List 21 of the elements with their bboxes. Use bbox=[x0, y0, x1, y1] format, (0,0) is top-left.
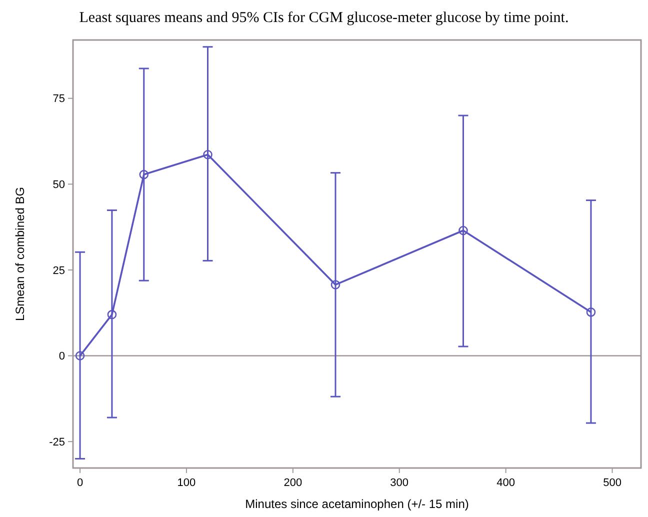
chart-title: Least squares means and 95% CIs for CGM glucose-meter glucose by time point. bbox=[79, 10, 569, 26]
y-tick-label: 75 bbox=[52, 93, 65, 106]
point bbox=[586, 308, 596, 317]
x-tick-label: 0 bbox=[76, 477, 84, 489]
x-axis-title: Minutes since acetaminophen (+/- 15 min) bbox=[245, 497, 469, 511]
x-tick-label: 100 bbox=[177, 477, 196, 489]
point bbox=[75, 351, 85, 360]
y-tick-label: -25 bbox=[49, 436, 65, 448]
point bbox=[458, 226, 468, 236]
x-tick-label: 200 bbox=[284, 477, 302, 489]
x-tick-label: 300 bbox=[390, 477, 409, 489]
point bbox=[203, 150, 212, 160]
x-tick-label: 400 bbox=[496, 477, 515, 489]
point bbox=[107, 310, 117, 320]
point bbox=[139, 170, 149, 180]
y-axis-title: LSmean of combined BG bbox=[13, 186, 27, 322]
y-tick-label: 0 bbox=[58, 350, 65, 363]
point bbox=[330, 280, 340, 290]
y-tick-label: 50 bbox=[52, 179, 65, 192]
x-tick-label: 500 bbox=[603, 477, 622, 489]
y-tick-label: 25 bbox=[52, 264, 65, 277]
